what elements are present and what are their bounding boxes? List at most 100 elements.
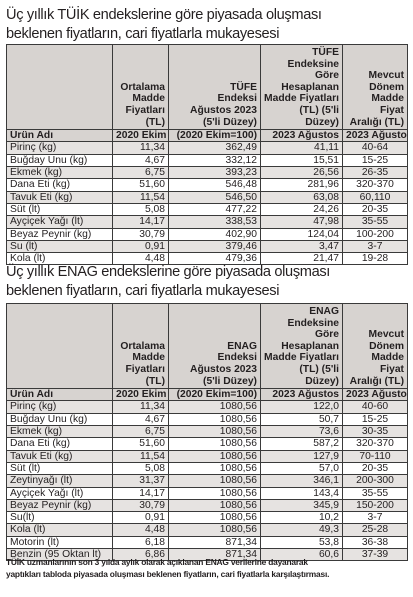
enag-cell-index: 1080,56 xyxy=(168,486,261,500)
enag-cell-calculated-price: 73,6 xyxy=(260,425,343,439)
enag-cell-product: Zeytinyağı (lt) xyxy=(6,474,113,488)
tuik-cell-calculated-price: 281,96 xyxy=(260,178,343,192)
enag-header-index: ENAG Endeksi Ağustos 2023 (5'li Düzey) xyxy=(168,302,261,390)
enag-table-row: Benzin (95 Oktan lt) 6,86 871,34 60,6 37-39 xyxy=(6,548,408,562)
tuik-cell-current-range: 100-200 xyxy=(342,227,408,241)
enag-title-line1: Üç yıllık ENAG endekslerine göre piyasad… xyxy=(6,264,330,280)
tuik-subheader-product: Ürün Adı xyxy=(6,129,113,143)
enag-cell-calculated-price: 60,6 xyxy=(260,548,343,562)
tuik-cell-current-range: 19-28 xyxy=(342,252,408,266)
enag-cell-avg-price: 51,60 xyxy=(112,437,169,451)
tuik-cell-calculated-price: 26,56 xyxy=(260,166,343,180)
tuik-cell-avg-price: 6,75 xyxy=(112,166,169,180)
tuik-cell-index: 393,23 xyxy=(168,166,261,180)
enag-cell-index: 1080,56 xyxy=(168,425,261,439)
enag-table-row: Motorin (lt) 6,18 871,34 53,8 36-38 xyxy=(6,535,408,550)
enag-cell-product: Kola (lt) xyxy=(6,523,113,537)
enag-cell-index: 1080,56 xyxy=(168,498,261,513)
tuik-header-current-range: Mevcut Dönem Madde Fiyat Aralığı (TL) xyxy=(342,43,408,131)
enag-header-calculated-price: ENAG Endeksine Göre Hesaplanan Madde Fiyat… xyxy=(260,302,343,390)
tuik-cell-current-range: 26-35 xyxy=(342,166,408,180)
enag-cell-index: 1080,56 xyxy=(168,412,261,427)
tuik-title-line2: beklenen fiyatların, cari fiyatlarla muk… xyxy=(6,26,280,42)
enag-table-row: Kola (lt) 4,48 1080,56 49,3 25-28 xyxy=(6,523,408,537)
tuik-cell-avg-price: 4,48 xyxy=(112,252,169,266)
tuik-cell-product: Ayçiçek Yağı (lt) xyxy=(6,215,113,229)
enag-cell-calculated-price: 57,0 xyxy=(260,461,343,476)
enag-cell-index: 1080,56 xyxy=(168,523,261,537)
enag-table-row: Beyaz Peynir (kg) 30,79 1080,56 345,9 150-20… xyxy=(6,498,408,513)
enag-cell-calculated-price: 10,2 xyxy=(260,511,343,525)
tuik-cell-index: 402,90 xyxy=(168,227,261,241)
enag-cell-index: 1080,56 xyxy=(168,474,261,488)
enag-cell-current-range: 36-38 xyxy=(342,535,408,550)
tuik-cell-product: Dana Eti (kg) xyxy=(6,178,113,192)
enag-cell-product: Ekmek (kg) xyxy=(6,425,113,439)
enag-cell-calculated-price: 50,7 xyxy=(260,412,343,427)
enag-cell-current-range: 40-60 xyxy=(342,400,408,414)
tuik-cell-current-range: 40-64 xyxy=(342,141,408,155)
enag-cell-current-range: 200-300 xyxy=(342,474,408,488)
enag-cell-calculated-price: 587,2 xyxy=(260,437,343,451)
enag-cell-product: Tavuk Eti (kg) xyxy=(6,449,113,463)
enag-cell-avg-price: 11,54 xyxy=(112,449,169,463)
tuik-table-row: Beyaz Peynir (kg) 30,79 402,90 124,04 100-20… xyxy=(6,227,408,241)
enag-cell-index: 1080,56 xyxy=(168,461,261,476)
enag-cell-calculated-price: 53,8 xyxy=(260,535,343,550)
tuik-cell-index: 379,46 xyxy=(168,239,261,254)
enag-cell-avg-price: 5,08 xyxy=(112,461,169,476)
tuik-cell-calculated-price: 41,11 xyxy=(260,141,343,155)
tuik-cell-avg-price: 0,91 xyxy=(112,239,169,254)
enag-cell-calculated-price: 122,0 xyxy=(260,400,343,414)
enag-price-table: Ortalama Madde Fiyatları (TL) ENAG Endeksi Ağ… xyxy=(6,302,408,562)
enag-subheader-index-base: (2020 Ekim=100) xyxy=(168,388,261,402)
enag-cell-calculated-price: 346,1 xyxy=(260,474,343,488)
tuik-subheader-range-date: 2023 Ağustos xyxy=(342,129,408,143)
enag-cell-calculated-price: 345,9 xyxy=(260,498,343,513)
tuik-header-avg-price: Ortalama Madde Fiyatları (TL) xyxy=(112,43,169,131)
tuik-table-row: Ayçiçek Yağı (lt) 14,17 338,53 47,98 35-55 xyxy=(6,215,408,229)
tuik-cell-calculated-price: 21,47 xyxy=(260,252,343,266)
enag-cell-product: Su(lt) xyxy=(6,511,113,525)
enag-cell-current-range: 150-200 xyxy=(342,498,408,513)
enag-header-empty xyxy=(6,302,113,390)
tuik-cell-index: 332,12 xyxy=(168,153,261,168)
tuik-header-index: TÜFE Endeksi Ağustos 2023 (5'li Düzey) xyxy=(168,43,261,131)
tuik-table-row: Ekmek (kg) 6,75 393,23 26,56 26-35 xyxy=(6,166,408,180)
enag-cell-current-range: 35-55 xyxy=(342,486,408,500)
tuik-header-empty xyxy=(6,43,113,131)
tuik-cell-calculated-price: 15,51 xyxy=(260,153,343,168)
tuik-cell-index: 477,22 xyxy=(168,202,261,217)
footnote-line1: TÜİK uzmanlarının son 3 yılda aylık olar… xyxy=(6,557,308,567)
footnote-line2: yaptıkları tabloda piyasada oluşması bek… xyxy=(6,569,330,579)
tuik-cell-calculated-price: 63,08 xyxy=(260,190,343,204)
enag-cell-index: 1080,56 xyxy=(168,449,261,463)
tuik-cell-avg-price: 5,08 xyxy=(112,202,169,217)
tuik-cell-avg-price: 4,67 xyxy=(112,153,169,168)
enag-subheader-row: Ürün Adı 2020 Ekim (2020 Ekim=100) 2023 … xyxy=(6,388,408,402)
enag-cell-current-range: 20-35 xyxy=(342,461,408,476)
tuik-cell-current-range: 15-25 xyxy=(342,153,408,168)
tuik-cell-current-range: 320-370 xyxy=(342,178,408,192)
tuik-cell-current-range: 3-7 xyxy=(342,239,408,254)
enag-title: Üç yıllık ENAG endekslerine göre piyasad… xyxy=(6,263,330,301)
tuik-table-row: Tavuk Eti (kg) 11,54 546,50 63,08 60,110 xyxy=(6,190,408,204)
tuik-cell-index: 338,53 xyxy=(168,215,261,229)
enag-cell-avg-price: 31,37 xyxy=(112,474,169,488)
enag-cell-calculated-price: 127,9 xyxy=(260,449,343,463)
enag-cell-calculated-price: 49,3 xyxy=(260,523,343,537)
enag-table-row: Su(lt) 0,91 1080,56 10,2 3-7 xyxy=(6,511,408,525)
enag-table-row: Dana Eti (kg) 51,60 1080,56 587,2 320-370 xyxy=(6,437,408,451)
enag-header-current-range: Mevcut Dönem Madde Fiyat Aralığı (TL) xyxy=(342,302,408,390)
enag-cell-product: Motorin (lt) xyxy=(6,535,113,550)
enag-subheader-base-date: 2020 Ekim xyxy=(112,388,169,402)
enag-cell-product: Beyaz Peynir (kg) xyxy=(6,498,113,513)
tuik-price-table: Ortalama Madde Fiyatları (TL) TÜFE Endeksi Ağ… xyxy=(6,43,408,266)
enag-cell-avg-price: 11,34 xyxy=(112,400,169,414)
tuik-table-row: Süt (lt) 5,08 477,22 24,26 20-35 xyxy=(6,202,408,217)
tuik-cell-product: Su (lt) xyxy=(6,239,113,254)
enag-cell-calculated-price: 143,4 xyxy=(260,486,343,500)
enag-cell-avg-price: 14,17 xyxy=(112,486,169,500)
enag-cell-current-range: 30-35 xyxy=(342,425,408,439)
tuik-cell-product: Beyaz Peynir (kg) xyxy=(6,227,113,241)
